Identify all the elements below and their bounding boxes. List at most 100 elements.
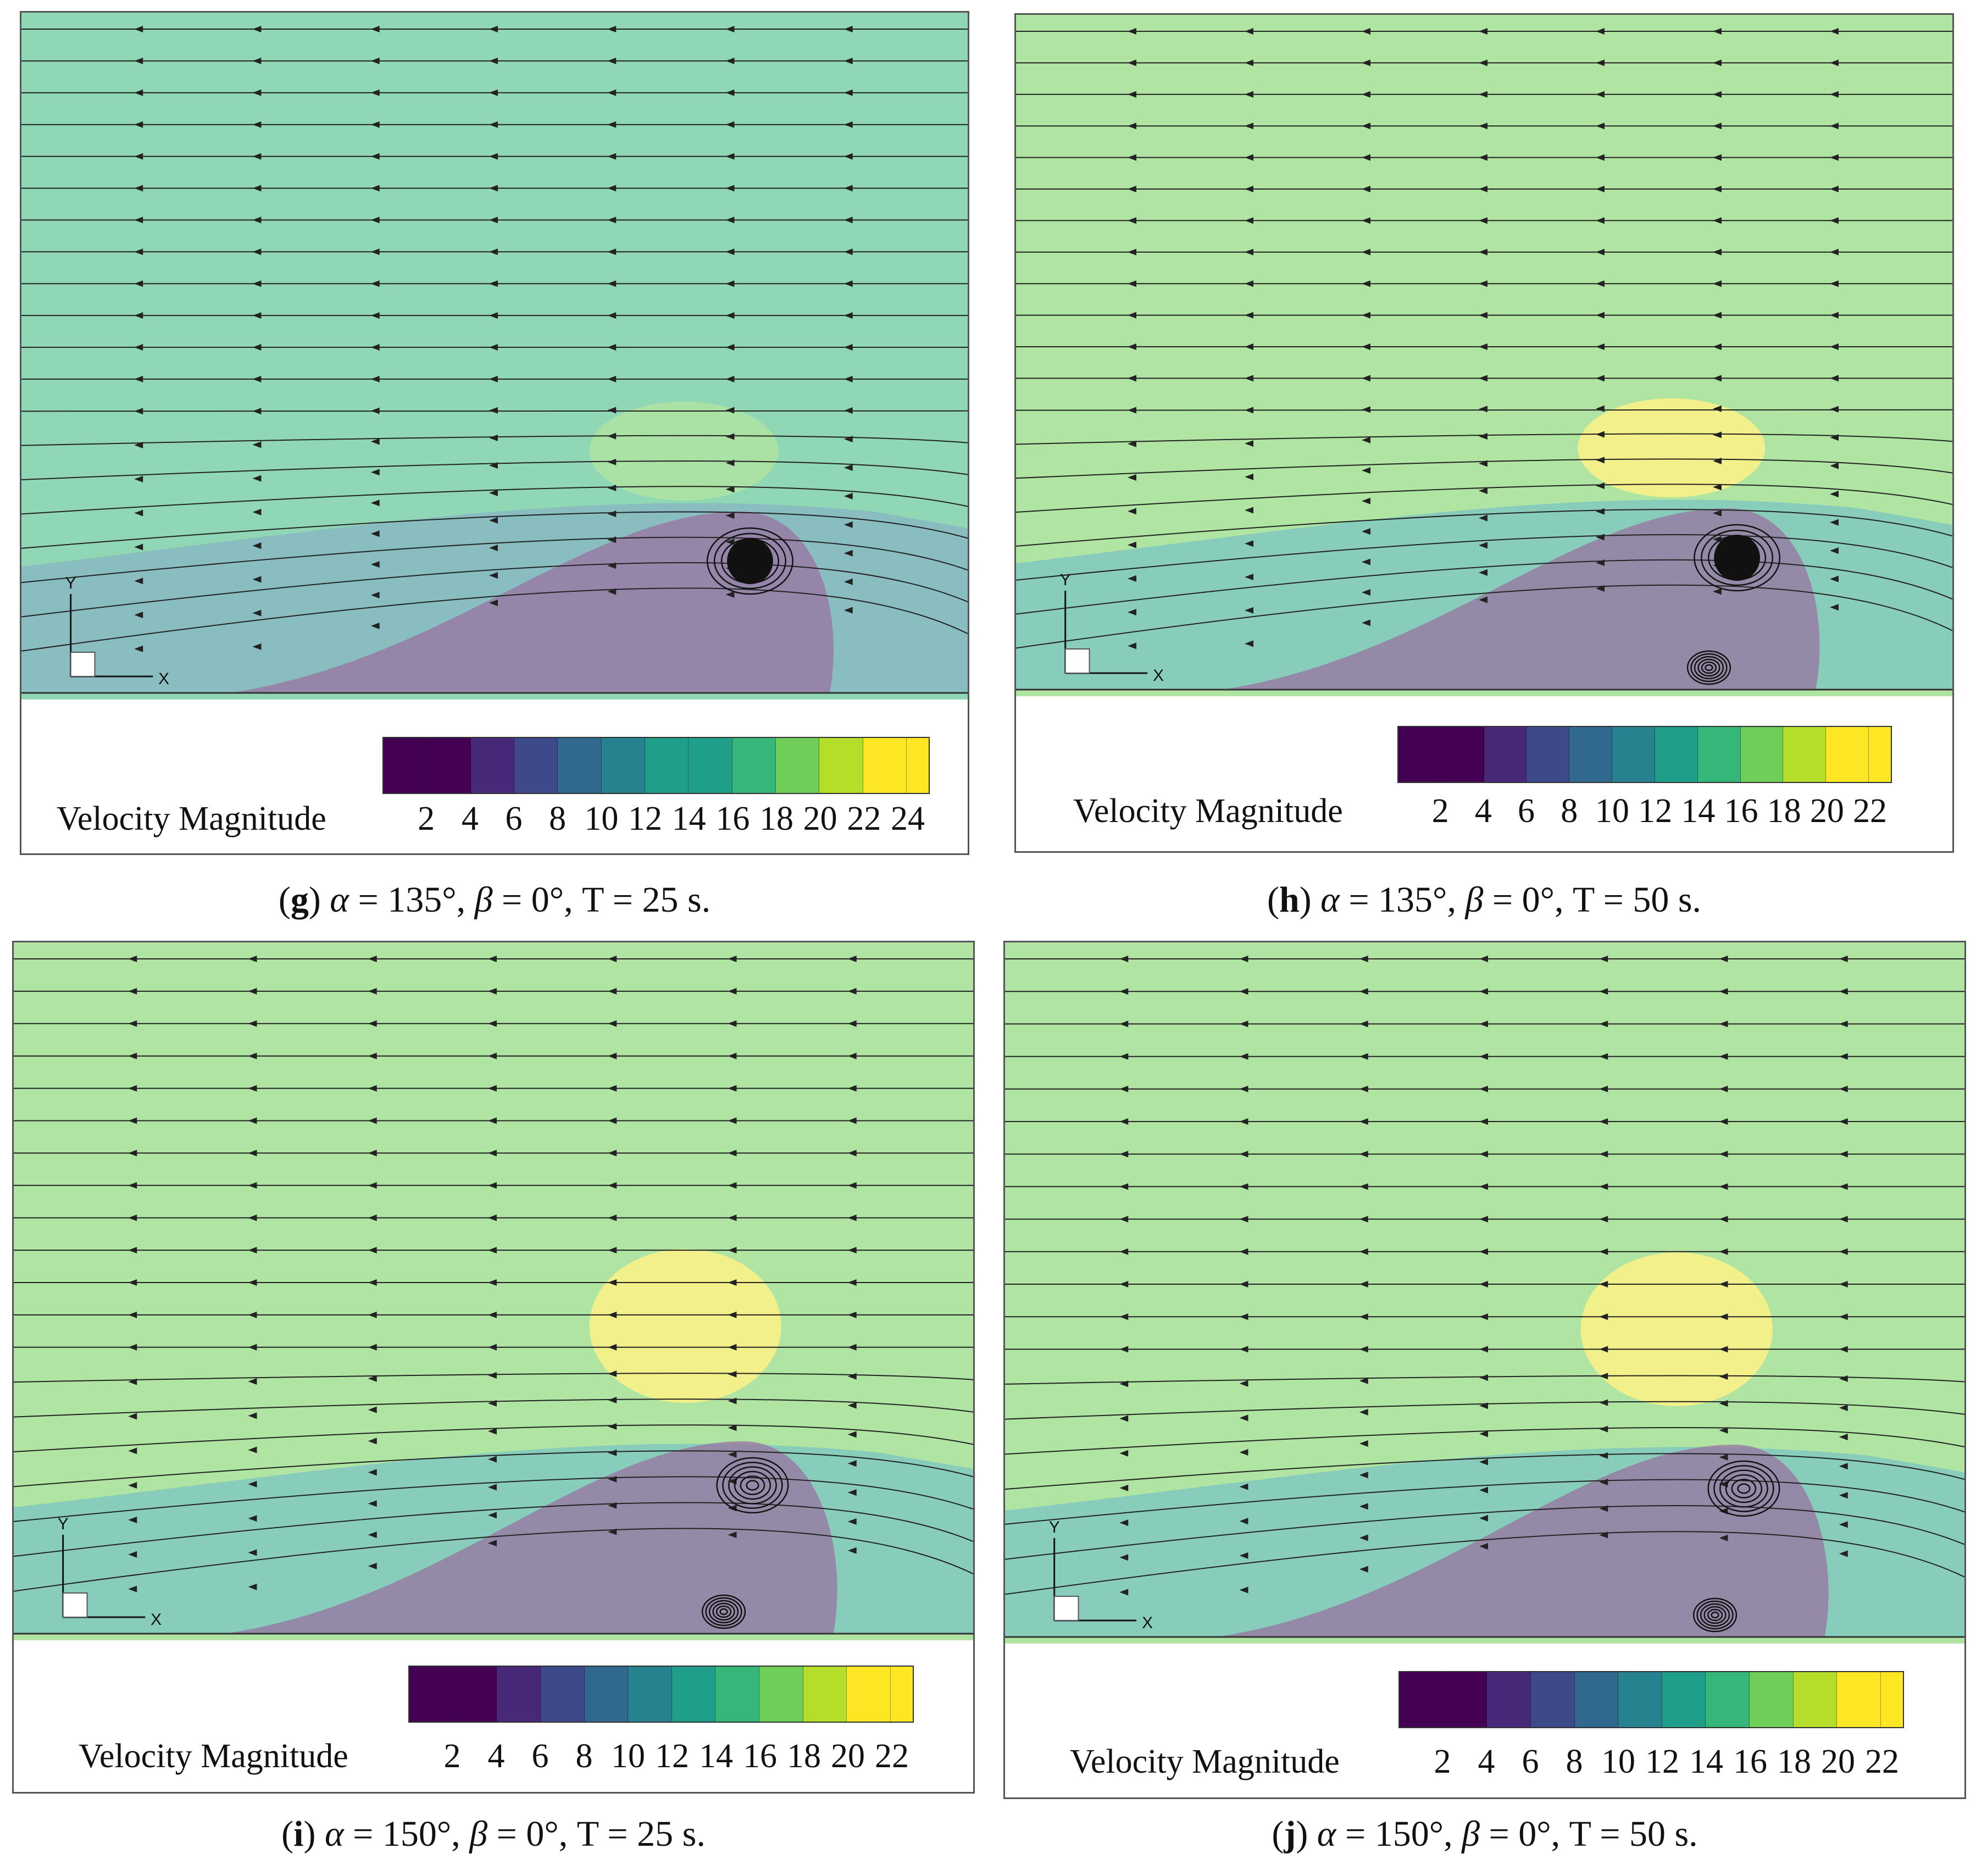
streamline (14, 1398, 973, 1418)
flow-arrow (1713, 59, 1722, 66)
flow-arrow (1359, 1151, 1368, 1158)
flow-arrow (1839, 956, 1848, 962)
flow-arrow (488, 1214, 497, 1222)
flow-arrow (847, 1518, 857, 1525)
flow-arrow (1362, 558, 1370, 565)
vortex-ring (734, 1470, 771, 1500)
flow-arrow (607, 536, 617, 543)
flow-arrow (1119, 1215, 1129, 1223)
flow-arrow (847, 1373, 857, 1380)
flow-arrow (1830, 154, 1839, 161)
flow-arrow (847, 1431, 857, 1438)
colorbar-cell (645, 738, 689, 793)
flow-arrow (608, 1117, 617, 1124)
colorbar-ticks: 2 4 6 8 10 12 14 16 18 20 22 (1398, 1742, 1904, 1786)
flow-arrow (728, 1247, 737, 1254)
flow-arrow (1599, 1452, 1608, 1459)
flow-arrow (843, 185, 853, 192)
colorbar-tick-label: 20 (831, 1738, 865, 1775)
caption-beta: 0° (531, 880, 564, 920)
streamline (1016, 458, 1952, 479)
flow-arrow (248, 1378, 257, 1385)
flow-arrow (1128, 343, 1136, 350)
flow-arrow (252, 609, 262, 617)
caption-i: (i) α = 150°, β = 0°, T = 25 s. (281, 1814, 706, 1854)
flow-arrow (1596, 405, 1605, 412)
flow-arrow (1719, 1400, 1728, 1407)
flow-arrow (725, 407, 735, 414)
flow-arrow (1245, 607, 1253, 614)
flow-arrow (728, 1117, 737, 1124)
flow-arrow (128, 1517, 137, 1524)
flow-arrow (1839, 1346, 1848, 1353)
flow-arrow (1245, 375, 1253, 382)
flow-arrow (1128, 575, 1136, 582)
flow-arrow (1839, 988, 1848, 995)
flow-arrow (1479, 460, 1487, 467)
flow-arrow (248, 1052, 257, 1059)
flow-arrow (1359, 1215, 1368, 1223)
flow-arrow (1479, 1281, 1488, 1287)
vortex-ring (706, 527, 793, 595)
x-axis-label: X (158, 670, 169, 688)
vortex-ring (716, 1457, 789, 1514)
vortex-ring (1705, 664, 1713, 671)
flow-arrow (843, 607, 853, 614)
vortex-ring (1700, 1603, 1730, 1627)
caption-alpha: 150° (382, 1814, 452, 1854)
flow-arrow (1128, 91, 1136, 98)
caption-alpha: 135° (387, 880, 457, 920)
flow-arrow (370, 280, 380, 287)
flow-arrow (1719, 1020, 1728, 1028)
flow-arrow (1362, 619, 1370, 626)
flow-arrow (607, 57, 617, 64)
y-axis-label: Y (1060, 571, 1071, 589)
flow-arrow (725, 89, 735, 96)
flow-arrow (1596, 375, 1605, 382)
flow-arrow (1245, 28, 1253, 35)
flow-arrow (728, 956, 737, 962)
flow-arrow (1599, 1373, 1608, 1380)
streamline (14, 1528, 973, 1592)
flow-arrow (1719, 1215, 1728, 1223)
colorbar-tick-label: 6 (1522, 1743, 1539, 1780)
flow-arrow (1596, 482, 1605, 489)
colorbar-tick-label: 4 (1474, 792, 1492, 830)
axis-origin-box (70, 652, 96, 677)
colorbar-tick-label: 12 (655, 1738, 689, 1775)
flow-arrow (1596, 28, 1605, 35)
flow-arrow (1839, 1492, 1848, 1499)
flow-arrow (1599, 1118, 1608, 1125)
flow-arrow (1479, 1402, 1488, 1409)
flow-arrow (489, 121, 498, 128)
colorbar-cell (470, 738, 514, 793)
flow-arrow (134, 248, 143, 256)
flow-arrow (248, 1117, 257, 1124)
flow-arrow (843, 492, 853, 499)
flow-arrow (1713, 28, 1722, 35)
flow-arrow (1479, 375, 1487, 382)
flow-arrow (1362, 123, 1370, 130)
flow-arrow (608, 1020, 617, 1027)
flow-arrow (1245, 640, 1253, 647)
flow-arrow (843, 280, 853, 287)
flow-arrow (1713, 431, 1722, 439)
flow-arrow (248, 1311, 257, 1318)
flow-arrow (489, 407, 498, 414)
flow-arrow (1839, 1248, 1848, 1255)
flow-arrow (1362, 528, 1370, 535)
colorbar-cell (1655, 727, 1698, 782)
colorbar-cell (453, 1667, 497, 1722)
flow-arrow (1596, 280, 1605, 287)
colorbar-cell (558, 738, 602, 793)
flow-arrow (847, 1344, 857, 1351)
colorbar-cell (601, 738, 645, 793)
vortex-ring (1707, 1608, 1723, 1622)
colorbar-cell (1868, 727, 1891, 782)
flow-arrow (1362, 28, 1370, 35)
flow-arrow (1479, 988, 1488, 995)
caption-beta: 0° (1518, 1814, 1551, 1854)
flow-arrow (1479, 596, 1487, 603)
flow-arrow (1839, 1550, 1848, 1557)
